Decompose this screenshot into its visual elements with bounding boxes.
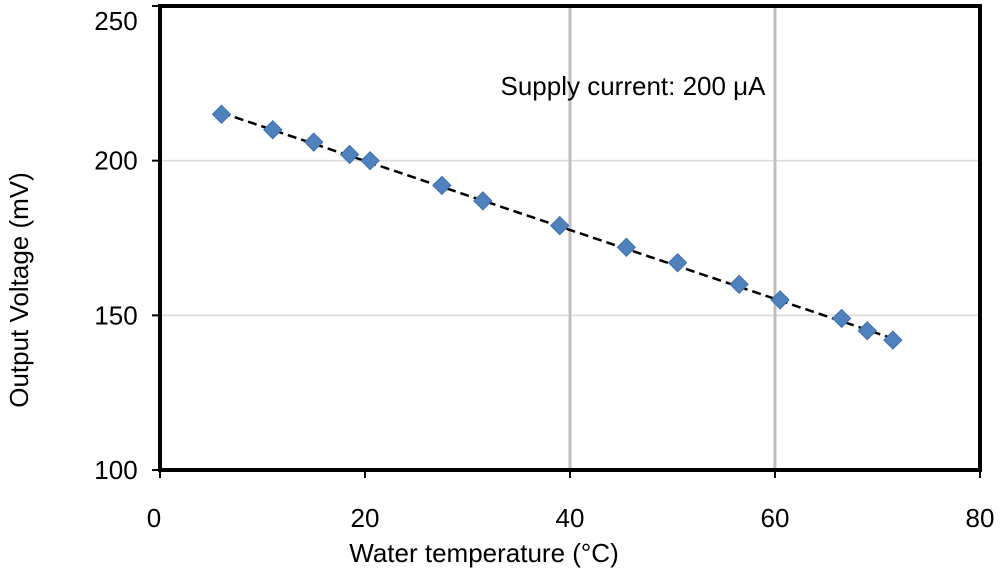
y-tick-label: 200	[94, 146, 137, 176]
x-tick-label: 40	[556, 503, 585, 533]
supply-current-annotation: Supply current: 200 μA	[500, 71, 766, 101]
y-axis-title: Output Voltage (mV)	[4, 172, 34, 408]
x-axis-title: Water temperature (°C)	[349, 538, 619, 568]
x-tick-label: 20	[351, 503, 380, 533]
data-point	[339, 144, 360, 165]
data-point	[883, 330, 903, 350]
data-point	[304, 132, 324, 152]
y-tick-label: 100	[94, 455, 137, 485]
data-point	[263, 120, 283, 140]
x-axis-ticks: 0 20 40 60 80	[147, 470, 995, 533]
y-tick-label: 150	[94, 300, 137, 330]
data-point	[667, 253, 688, 273]
data-point	[770, 290, 790, 310]
data-point	[616, 237, 637, 257]
data-point	[360, 150, 380, 171]
x-tick-label: 0	[147, 503, 161, 533]
data-point	[473, 191, 493, 211]
x-tick-label: 80	[966, 503, 995, 533]
data-points	[211, 104, 903, 350]
y-axis-ticks: 100 150 200 250	[94, 5, 160, 485]
data-point	[550, 215, 570, 236]
data-point	[857, 321, 877, 341]
data-point	[729, 274, 749, 295]
y-tick-label: 250	[94, 6, 137, 36]
data-point	[211, 104, 232, 124]
x-tick-label: 60	[761, 503, 790, 533]
data-point	[831, 308, 852, 329]
data-point	[432, 175, 452, 196]
